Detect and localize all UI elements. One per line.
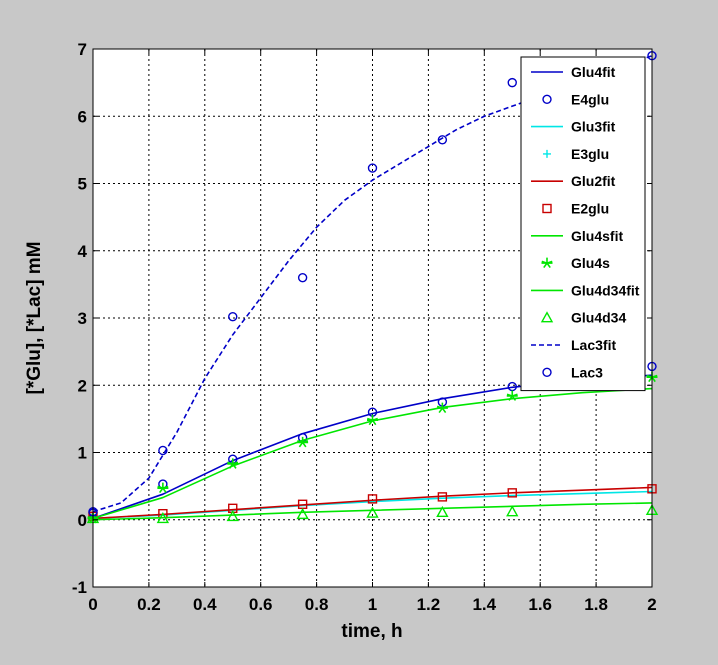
data-point-lac3 xyxy=(507,77,517,88)
data-point-glu4s xyxy=(297,436,309,448)
data-point-lac3 xyxy=(297,272,308,283)
legend-swatch-glu4d34 xyxy=(540,311,554,323)
x-axis-label: time, h xyxy=(341,621,402,642)
data-point-lac3 xyxy=(437,135,448,145)
data-point-glu4s xyxy=(367,414,378,426)
data-point-glu4d34 xyxy=(436,505,449,518)
x-tick-label: 0.6 xyxy=(249,595,273,614)
x-tick-label: 0.2 xyxy=(137,595,161,614)
legend-label-glu4d34: Glu4d34 xyxy=(571,310,626,326)
x-tick-label: 0.4 xyxy=(193,595,217,614)
data-point-glu4d34 xyxy=(156,511,170,524)
legend-label-e2glu: E2glu xyxy=(571,201,609,217)
legend-swatch-glu4s xyxy=(541,257,553,269)
data-point-glu4s xyxy=(227,458,239,469)
y-axis-label: [*Glu], [*Lac] mM xyxy=(24,241,45,394)
legend-label-lac3: Lac3 xyxy=(571,364,603,380)
legend-label-e3glu: E3glu xyxy=(571,146,609,162)
x-tick-label: 0.8 xyxy=(305,595,329,614)
y-tick-label: -1 xyxy=(72,578,87,597)
legend: Glu4fit E4glu Glu3fit E3glu Glu2fit E2glu Glu4… xyxy=(520,56,646,392)
y-tick-label: 4 xyxy=(78,242,88,261)
legend-label-glu3fit: Glu3fit xyxy=(571,119,616,135)
data-point-e2glu xyxy=(507,488,517,498)
data-point-e2glu xyxy=(367,494,378,504)
legend-label-e4glu: E4glu xyxy=(571,91,609,107)
y-tick-label: 2 xyxy=(78,376,87,395)
data-point-glu4s xyxy=(436,402,448,414)
x-tick-label: 1.8 xyxy=(584,595,608,614)
data-point-lac3 xyxy=(367,163,378,173)
legend-label-glu4fit: Glu4fit xyxy=(571,64,616,80)
legend-swatch-e4glu xyxy=(542,94,552,105)
x-tick-label: 1.6 xyxy=(528,595,552,614)
legend-label-lac3fit: Lac3fit xyxy=(571,337,616,353)
data-point-glu4s xyxy=(157,482,169,494)
legend-label-glu4d34fit: Glu4d34fit xyxy=(571,282,640,298)
x-tick-label: 1 xyxy=(368,595,377,614)
y-tick-label: 7 xyxy=(78,40,87,59)
y-tick-label: 5 xyxy=(78,175,87,194)
series-line-glu2fit xyxy=(92,486,653,520)
legend-swatch-e2glu xyxy=(542,203,552,214)
series-line-glu4d34fit xyxy=(92,502,653,521)
legend-label-glu4sfit: Glu4sfit xyxy=(571,228,623,244)
data-point-glu4d34 xyxy=(226,509,239,522)
data-point-glu4s xyxy=(506,390,518,401)
x-tick-label: 0 xyxy=(88,595,97,614)
data-point-glu4d34 xyxy=(506,505,519,517)
y-tick-label: 6 xyxy=(78,107,87,126)
x-tick-label: 1.2 xyxy=(417,595,441,614)
data-point-glu4d34 xyxy=(296,507,309,520)
data-point-glu4d34 xyxy=(366,506,379,518)
y-tick-label: 0 xyxy=(78,511,87,530)
legend-label-glu4s: Glu4s xyxy=(571,255,610,271)
legend-label-glu2fit: Glu2fit xyxy=(571,173,616,189)
x-tick-label: 2 xyxy=(647,595,656,614)
data-point-e2glu xyxy=(437,492,448,502)
y-tick-label: 1 xyxy=(78,444,87,463)
legend-swatch-lac3 xyxy=(542,367,552,377)
legend-swatch-e3glu xyxy=(543,149,551,158)
y-tick-label: 3 xyxy=(78,309,87,328)
data-point-lac3 xyxy=(228,311,238,322)
data-point-lac3 xyxy=(158,445,168,456)
x-tick-label: 1.4 xyxy=(472,595,496,614)
legend-box xyxy=(520,56,646,392)
